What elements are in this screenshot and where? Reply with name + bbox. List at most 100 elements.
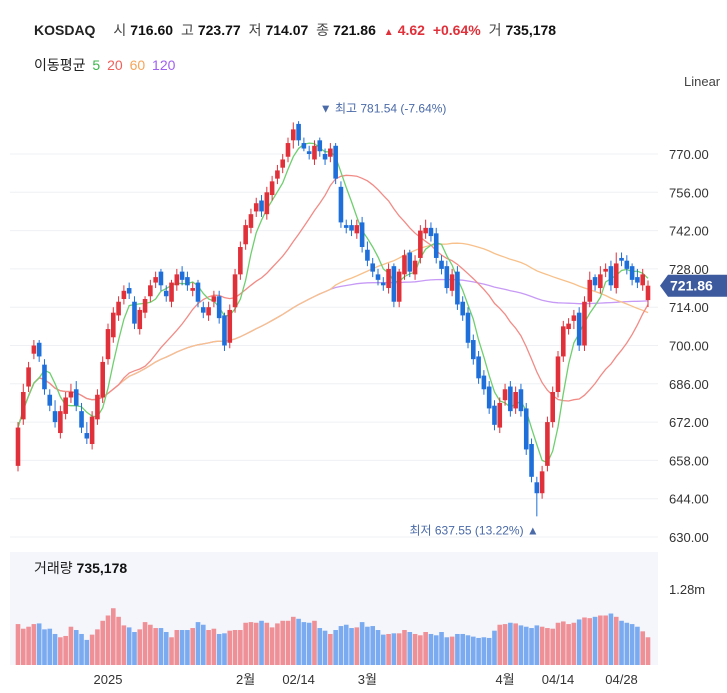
candle-body <box>317 140 323 152</box>
volume-bar <box>613 616 619 665</box>
volume-bar <box>624 622 630 665</box>
y-tick-label: 658.00 <box>669 453 709 468</box>
volume-bar <box>396 633 402 665</box>
candle-body <box>185 277 190 286</box>
candle-body <box>68 392 74 398</box>
candle-body <box>640 274 646 286</box>
candle-body <box>545 422 550 466</box>
candle-body <box>338 186 344 223</box>
candle-body <box>412 260 418 275</box>
candle-body <box>423 227 428 234</box>
candle-body <box>126 288 132 294</box>
candle-body <box>613 263 619 289</box>
volume-bar <box>349 628 354 665</box>
price-header: KOSDAQ 시 716.60 고 723.77 저 714.07 종 721.86 ▲… <box>34 20 560 40</box>
volume-bar <box>476 637 481 665</box>
candle-body <box>132 301 137 324</box>
volume-bar <box>264 622 270 665</box>
ma-60-label[interactable]: 60 <box>129 57 146 73</box>
volume-bar <box>222 633 227 665</box>
volume-bar <box>216 633 222 665</box>
volume-bar <box>560 621 566 665</box>
candle-body <box>285 143 291 157</box>
volume-bar <box>95 629 100 665</box>
volume-panel-value: 735,178 <box>76 560 128 576</box>
high-value: 723.77 <box>197 22 241 38</box>
ma-5-label[interactable]: 5 <box>92 57 101 73</box>
volume-bar <box>439 632 444 665</box>
ma-120-label[interactable]: 120 <box>152 57 176 73</box>
candle-body <box>407 252 413 272</box>
volume-bar <box>200 624 206 665</box>
volume-bar <box>26 626 31 665</box>
open-value: 716.60 <box>130 22 174 38</box>
scale-mode-toggle[interactable]: Linear <box>684 74 721 89</box>
candle-body <box>89 416 95 444</box>
volume-bar <box>269 627 275 665</box>
candle-body <box>444 266 450 289</box>
candle-body <box>110 312 116 338</box>
volume-bar <box>132 632 137 665</box>
candle-body <box>158 271 164 286</box>
ma-5-line <box>17 142 649 464</box>
volume-bar <box>412 633 418 665</box>
candle-body <box>645 285 651 301</box>
volume-bar <box>84 639 90 665</box>
volume-bar <box>174 630 180 665</box>
candle-body <box>169 282 174 302</box>
volume-bar <box>232 630 238 665</box>
candle-body <box>216 296 222 319</box>
volume-bar <box>545 628 550 665</box>
candle-body <box>370 263 376 272</box>
candle-body <box>232 274 238 308</box>
volume-bar <box>58 637 63 665</box>
volume-bar <box>455 633 460 665</box>
volume-bar <box>290 616 296 665</box>
y-tick-label: 756.00 <box>669 185 709 200</box>
volume-bar <box>555 622 561 665</box>
volume-bar <box>513 623 518 665</box>
volume-bar <box>428 633 434 665</box>
candle-body <box>290 129 296 141</box>
x-tick-label: 04/14 <box>542 672 575 687</box>
candle-body <box>508 386 513 412</box>
ma-60-line <box>17 242 649 428</box>
current-price-badge <box>660 274 727 297</box>
min-price-annotation: 최저 637.55 (13.22%) ▲ <box>409 523 538 537</box>
volume-bar <box>402 630 407 665</box>
candle-body <box>571 315 577 321</box>
candle-body <box>449 274 455 291</box>
volume-bar <box>375 630 381 665</box>
candle-body <box>582 301 587 346</box>
candle-body <box>100 361 106 398</box>
ma-20-label[interactable]: 20 <box>107 57 123 73</box>
change-arrow-icon: ▲ <box>383 27 394 38</box>
candle-body <box>301 143 307 149</box>
volume-bar <box>582 617 587 665</box>
volume-bar <box>328 633 333 665</box>
volume-bar <box>492 630 497 665</box>
y-tick-label: 770.00 <box>669 147 709 162</box>
volume-bar <box>571 622 577 665</box>
volume-bar <box>460 633 466 665</box>
volume-value: 735,178 <box>505 22 557 38</box>
volume-bar <box>31 624 37 665</box>
candle-body <box>79 411 84 428</box>
y-tick-label: 672.00 <box>669 415 709 430</box>
volume-bar <box>619 620 624 665</box>
candle-body <box>476 356 481 379</box>
volume-bar <box>587 618 593 665</box>
candle-body <box>598 274 603 289</box>
volume-bar <box>137 629 143 665</box>
volume-bar <box>52 633 58 665</box>
volume-bar <box>253 622 259 665</box>
volume-bar <box>359 622 365 665</box>
candle-body <box>380 282 386 286</box>
candle-body <box>481 375 487 390</box>
moving-average-legend[interactable]: 이동평균 5 20 60 120 <box>34 55 178 75</box>
candle-body <box>36 342 42 357</box>
change-value: 4.62 <box>397 22 425 38</box>
volume-bar <box>89 634 95 665</box>
x-tick-label: 2025 <box>94 672 123 687</box>
